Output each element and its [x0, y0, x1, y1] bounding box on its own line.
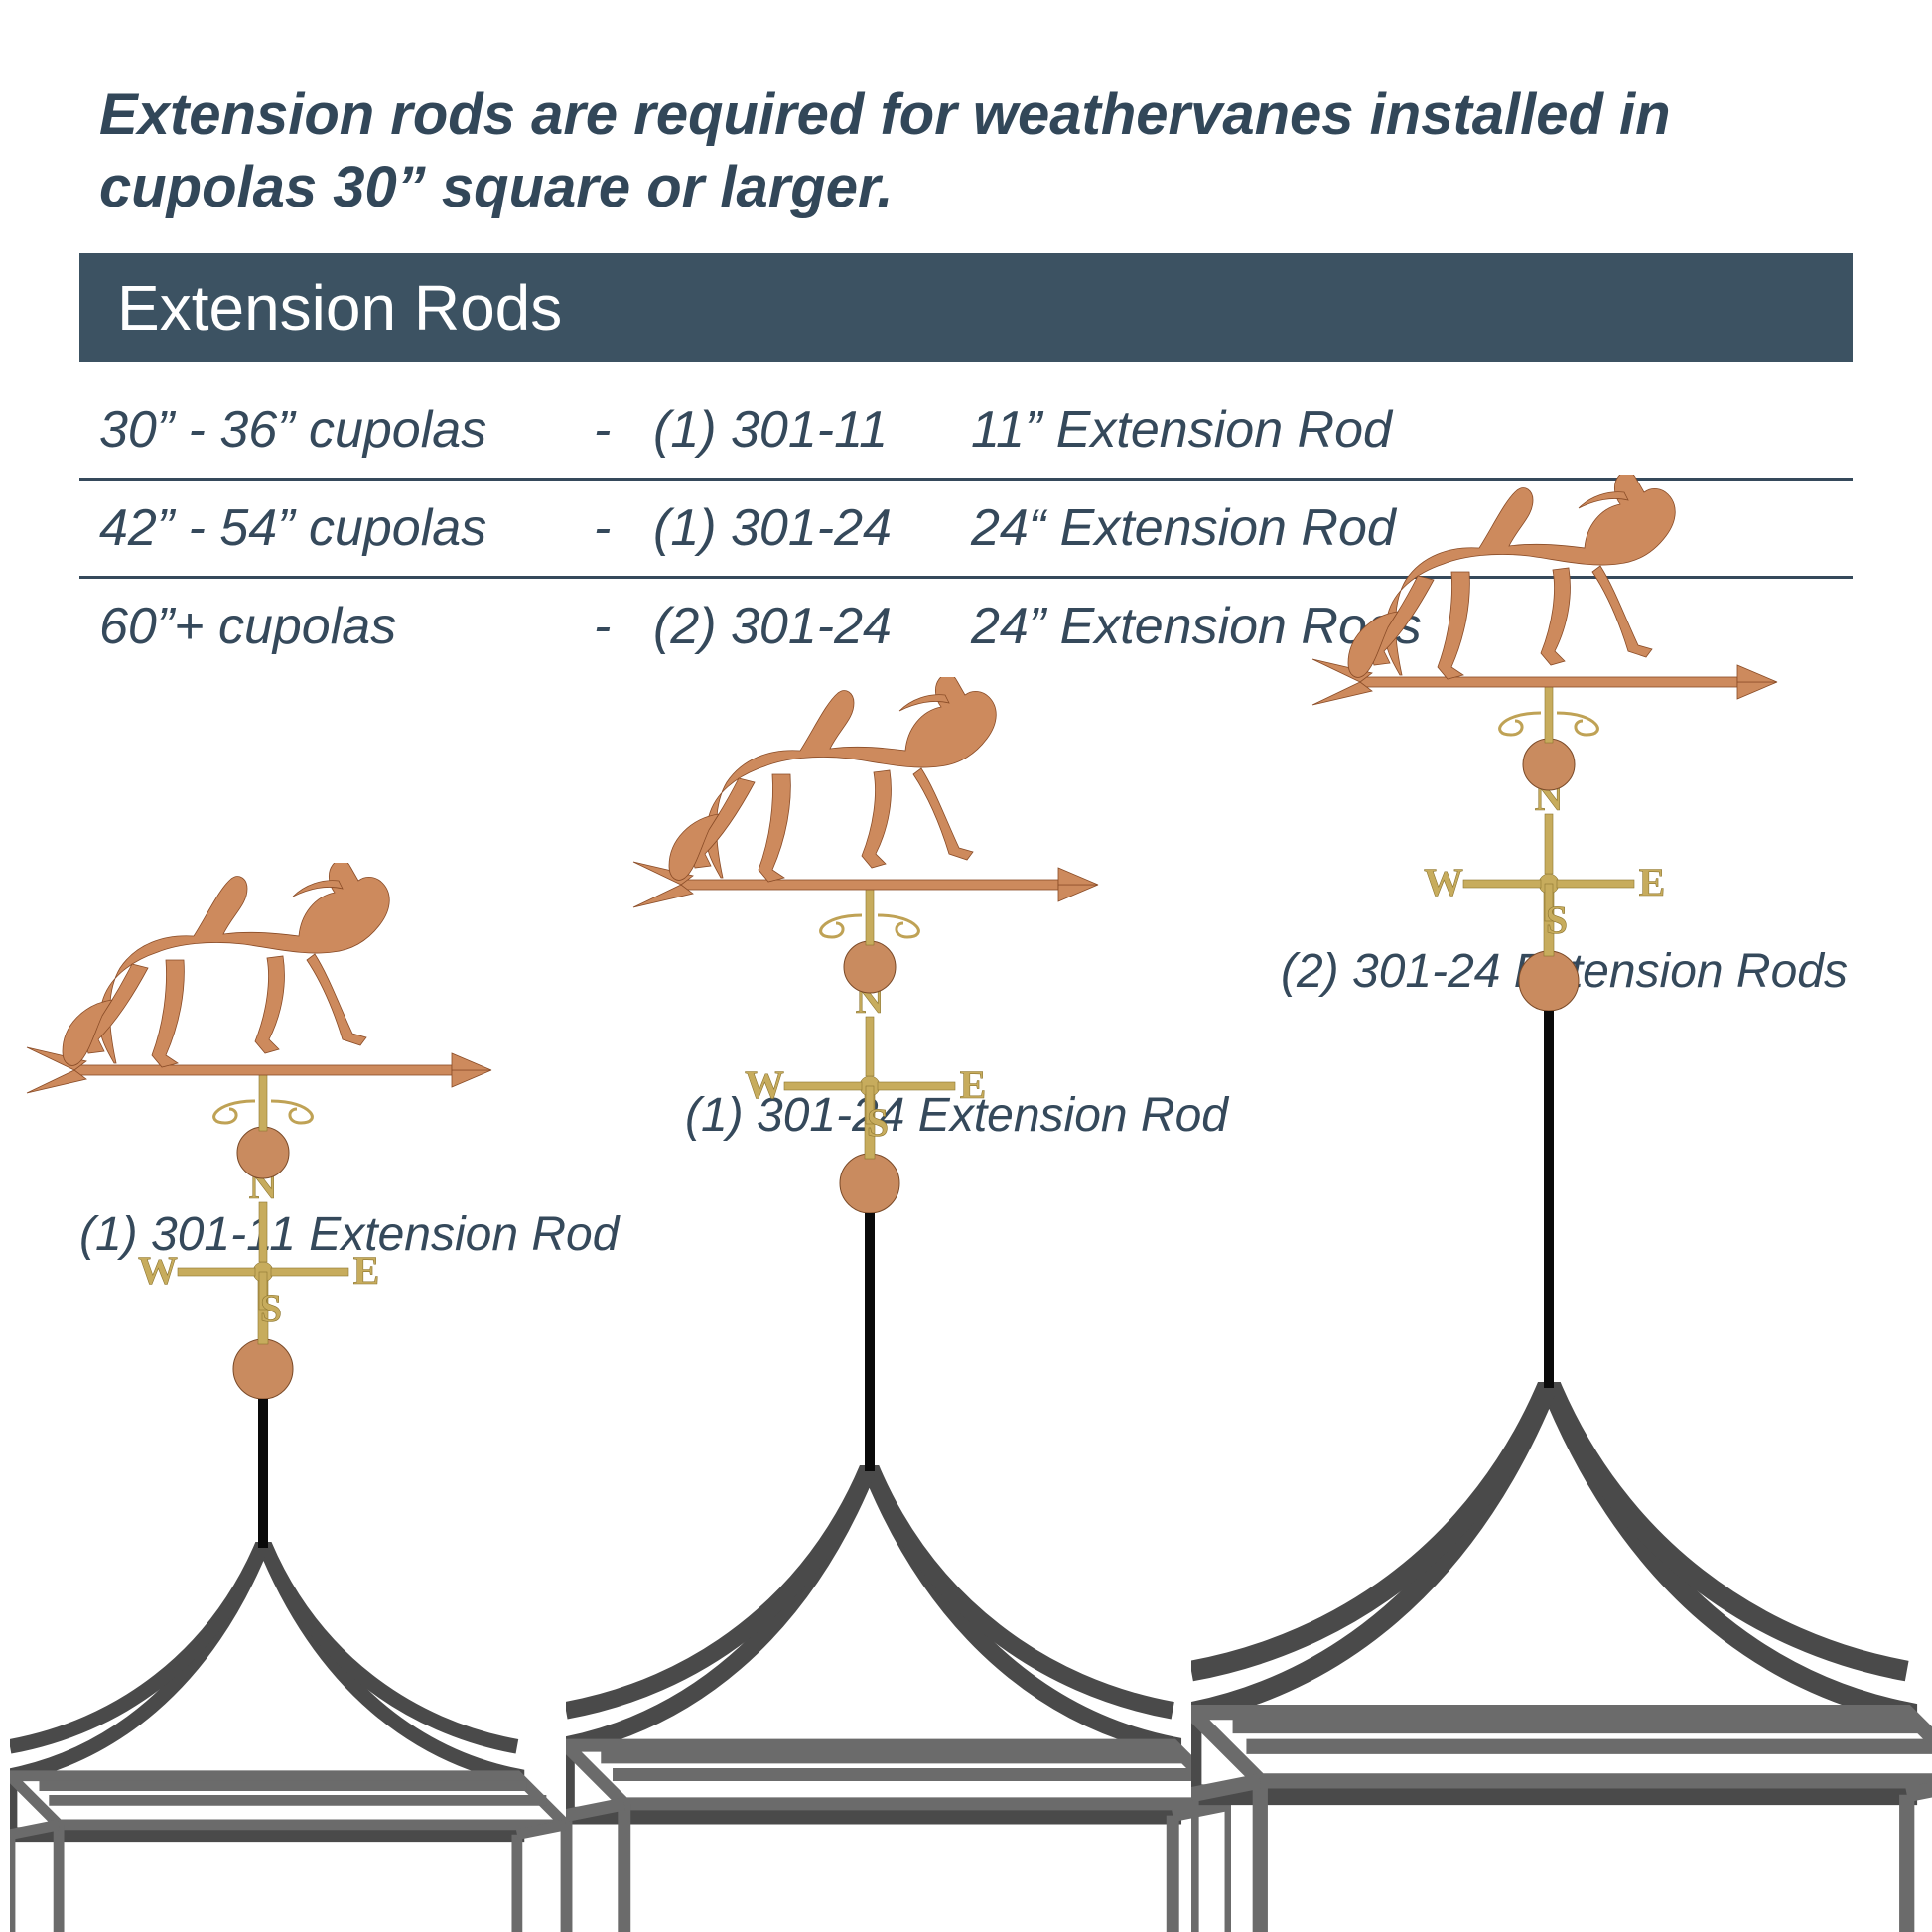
cupola-diagram [10, 857, 566, 1932]
cell-cupola-size: 42” - 54” cupolas [79, 480, 586, 578]
cupola-roof-icon [566, 1465, 1231, 1932]
cell-cupola-size: 30” - 36” cupolas [79, 382, 586, 480]
weathervane-icon [1291, 475, 1807, 1011]
extension-rod [1544, 1011, 1554, 1388]
cupola-diagram [566, 671, 1231, 1932]
cell-part: (1) 301-11 [645, 382, 963, 480]
weathervane-icon [5, 863, 521, 1399]
table-row: 30” - 36” cupolas - (1) 301-11 11” Exten… [79, 382, 1853, 480]
cell-part: (2) 301-24 [645, 578, 963, 675]
cell-cupola-size: 60”+ cupolas [79, 578, 586, 675]
cupola-roof-icon [10, 1542, 566, 1932]
intro-text: Extension rods are required for weatherv… [79, 79, 1853, 223]
cell-dash: - [586, 382, 645, 480]
section-title-bar: Extension Rods [79, 253, 1853, 362]
cell-dash: - [586, 480, 645, 578]
weathervane-icon [612, 677, 1128, 1213]
extension-rod [865, 1213, 875, 1471]
cell-dash: - [586, 578, 645, 675]
diagram-area: (1) 301-11 Extension Rod(1) 301-24 Exten… [0, 890, 1932, 1932]
cupola-roof-icon [1191, 1382, 1932, 1932]
page: Extension rods are required for weatherv… [0, 0, 1932, 1932]
cell-desc: 11” Extension Rod [963, 382, 1853, 480]
cell-part: (1) 301-24 [645, 480, 963, 578]
extension-rod [258, 1399, 268, 1548]
cupola-diagram [1191, 469, 1932, 1932]
